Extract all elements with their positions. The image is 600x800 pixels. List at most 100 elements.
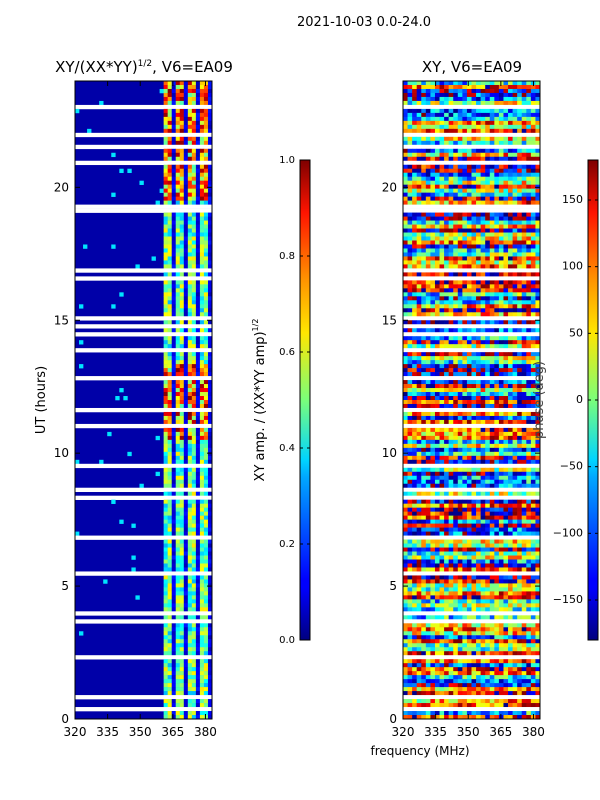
- heatmap-cell: [448, 156, 454, 162]
- heatmap-cell: [448, 264, 454, 269]
- heatmap-cell: [412, 120, 417, 126]
- heatmap-cell: [508, 575, 513, 580]
- heatmap-cell: [503, 312, 509, 317]
- heatmap-cell: [485, 471, 491, 477]
- heatmap-cell: [512, 108, 518, 114]
- heatmap-cell: [453, 184, 459, 189]
- heatmap-cell: [439, 396, 445, 401]
- heatmap-cell: [494, 352, 500, 357]
- heatmap-cell: [207, 116, 212, 122]
- heatmap-cell: [512, 120, 518, 126]
- heatmap-cell: [466, 164, 472, 170]
- heatmap-cell: [471, 427, 477, 433]
- heatmap-cell: [407, 100, 413, 106]
- heatmap-cell: [444, 515, 449, 520]
- amplitude-colorbar: 0.00.20.40.60.81.0 XY amp. / (XX*YY amp)…: [251, 155, 311, 646]
- heatmap-cell: [535, 124, 540, 130]
- heatmap-cell: [195, 292, 201, 297]
- heatmap-cell: [403, 212, 408, 217]
- heatmap-cell: [517, 447, 523, 453]
- heatmap-cell: [471, 336, 477, 341]
- heatmap-cell: [471, 188, 477, 193]
- heatmap-cell: [199, 320, 205, 325]
- heatmap-cell: [425, 380, 431, 385]
- heatmap-cell: [407, 439, 413, 445]
- heatmap-cell: [416, 168, 422, 174]
- heatmap-cell: [489, 92, 495, 98]
- heatmap-cell: [517, 140, 523, 146]
- heatmap-cell: [498, 531, 504, 536]
- heatmap-cell: [439, 491, 445, 496]
- heatmap-cell: [175, 607, 181, 612]
- heatmap-cell: [175, 240, 181, 245]
- heatmap-cell: [448, 168, 454, 174]
- heatmap-cell: [425, 575, 431, 580]
- heatmap-cell: [439, 112, 445, 118]
- heatmap-cell: [183, 607, 189, 612]
- heatmap-cell: [425, 200, 431, 205]
- heatmap-cell: [535, 84, 540, 90]
- heatmap-cell: [163, 451, 168, 457]
- heatmap-cell: [191, 531, 197, 536]
- heatmap-cell: [494, 575, 500, 580]
- heatmap-cell: [203, 240, 209, 245]
- heatmap-cell: [175, 599, 181, 604]
- heatmap-cell: [175, 252, 181, 257]
- heatmap-cell: [535, 451, 540, 457]
- heatmap-cell: [175, 312, 181, 317]
- heatmap-cell: [179, 140, 185, 146]
- heatmap-cell: [171, 344, 177, 349]
- heatmap-cell: [517, 372, 523, 377]
- heatmap-cell: [439, 124, 445, 130]
- heatmap-cell: [453, 312, 459, 317]
- heatmap-cell: [203, 515, 209, 520]
- heatmap-cell: [425, 164, 431, 170]
- heatmap-cell: [207, 447, 212, 453]
- heatmap-cell: [489, 200, 495, 205]
- heatmap-cell: [480, 340, 486, 345]
- heatmap-cell: [457, 220, 463, 225]
- heatmap-cell: [199, 527, 205, 532]
- heatmap-cell: [485, 380, 491, 385]
- heatmap-cell: [508, 547, 513, 552]
- heatmap-cell: [416, 443, 422, 449]
- heatmap-cell: [412, 443, 417, 449]
- heatmap-cell: [471, 459, 477, 465]
- heatmap-cell: [457, 344, 463, 349]
- heatmap-cell: [403, 455, 408, 461]
- heatmap-cell: [480, 563, 486, 568]
- heatmap-cell: [187, 435, 193, 441]
- heatmap-cell: [163, 595, 168, 600]
- heatmap-cell: [199, 212, 205, 217]
- heatmap-cell: [421, 523, 427, 528]
- heatmap-cell: [191, 224, 197, 229]
- heatmap-cell: [430, 260, 436, 265]
- heatmap-cell: [195, 451, 201, 457]
- heatmap-cell: [407, 136, 413, 142]
- heatmap-cell: [498, 288, 504, 293]
- heatmap-cell: [203, 579, 209, 584]
- heatmap-cell: [530, 252, 536, 257]
- heatmap-cell: [462, 483, 468, 489]
- heatmap-cell: [498, 431, 504, 437]
- heatmap-cell: [183, 352, 189, 357]
- heatmap-cell: [179, 84, 185, 90]
- heatmap-cell: [167, 292, 173, 297]
- heatmap-cell: [476, 447, 481, 453]
- heatmap-cell: [199, 108, 205, 114]
- heatmap-cell: [191, 403, 197, 409]
- heatmap-cell: [517, 539, 523, 544]
- heatmap-cell: [199, 539, 205, 544]
- heatmap-cell: [434, 152, 440, 158]
- heatmap-cell: [425, 196, 431, 201]
- heatmap-cell: [430, 511, 436, 516]
- heatmap-cell: [207, 643, 212, 648]
- heatmap-cell: [167, 400, 173, 405]
- heatmap-cell: [526, 264, 532, 269]
- heatmap-cell: [171, 547, 177, 552]
- heatmap-cell: [512, 344, 518, 349]
- heatmap-cell: [179, 352, 185, 357]
- heatmap-cell: [416, 435, 422, 441]
- heatmap-cell: [508, 140, 513, 146]
- heatmap-cell: [203, 523, 209, 528]
